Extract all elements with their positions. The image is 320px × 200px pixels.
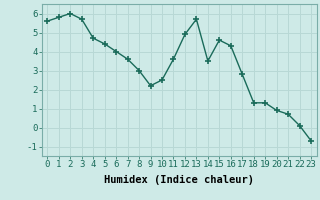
X-axis label: Humidex (Indice chaleur): Humidex (Indice chaleur) <box>104 175 254 185</box>
